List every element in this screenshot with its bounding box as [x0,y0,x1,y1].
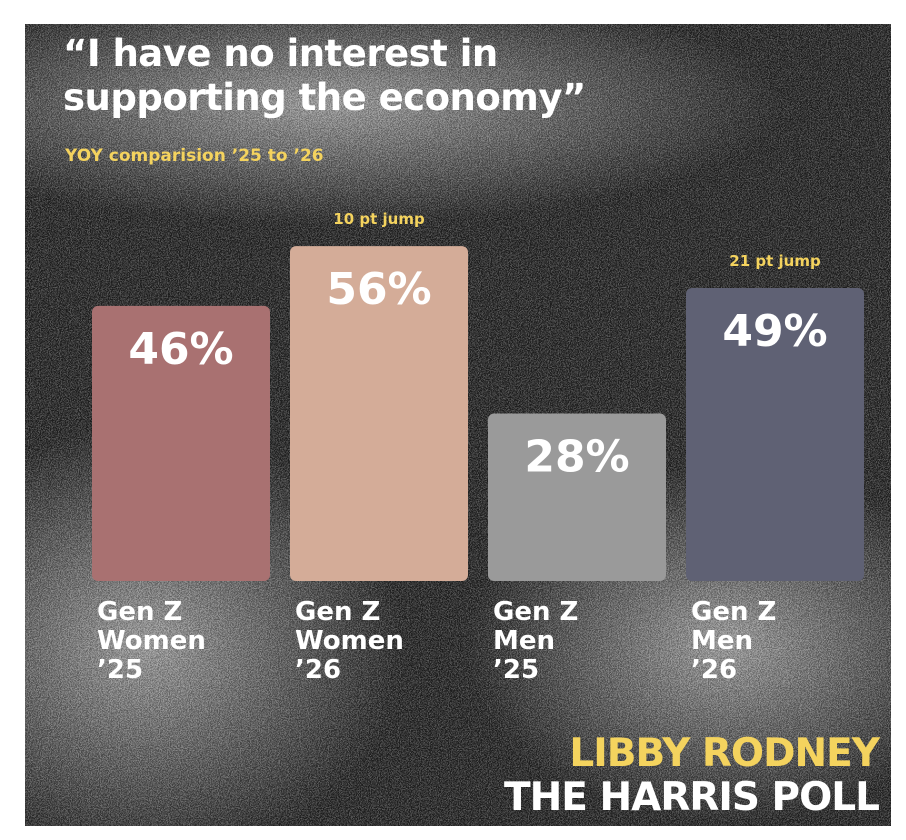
bar-value-label-3: 28% [524,432,629,483]
category-label-3-line-2: Men [493,626,555,656]
category-label-1-line-1: Gen Z [97,597,182,627]
category-label-2-line-1: Gen Z [295,597,380,627]
category-label-4-line-3: ’26 [691,655,737,685]
bar-value-label-4: 49% [722,306,827,357]
chart-title-line-1: “I have no interest in [63,32,498,75]
category-label-2-line-3: ’26 [295,655,341,685]
bar-3 [488,413,666,581]
chart-title: “I have no interest in supporting the ec… [63,32,586,120]
bar-value-label-1: 46% [128,324,233,375]
bar-annotation-2: 10 pt jump [333,210,425,228]
chart-frame: “I have no interest in supporting the ec… [25,24,891,826]
bar-1 [92,305,270,581]
category-label-1-line-2: Women [97,626,206,656]
author-name: LIBBY RODNEY [569,731,880,776]
category-label-1-line-3: ’25 [97,655,143,685]
chart-title-line-2: supporting the economy” [63,76,586,119]
chart-subtitle: YOY comparision ’25 to ’26 [65,146,324,166]
bar-annotation-4: 21 pt jump [729,252,821,270]
bar-4 [686,287,864,581]
bar-2 [290,246,468,581]
organization-name: THE HARRIS POLL [504,775,880,820]
category-label-2-line-2: Women [295,626,404,656]
bar-value-label-2: 56% [326,264,431,315]
category-label-3-line-3: ’25 [493,655,539,685]
category-label-4-line-2: Men [691,626,753,656]
category-label-3-line-1: Gen Z [493,597,578,627]
category-label-4-line-1: Gen Z [691,597,776,627]
